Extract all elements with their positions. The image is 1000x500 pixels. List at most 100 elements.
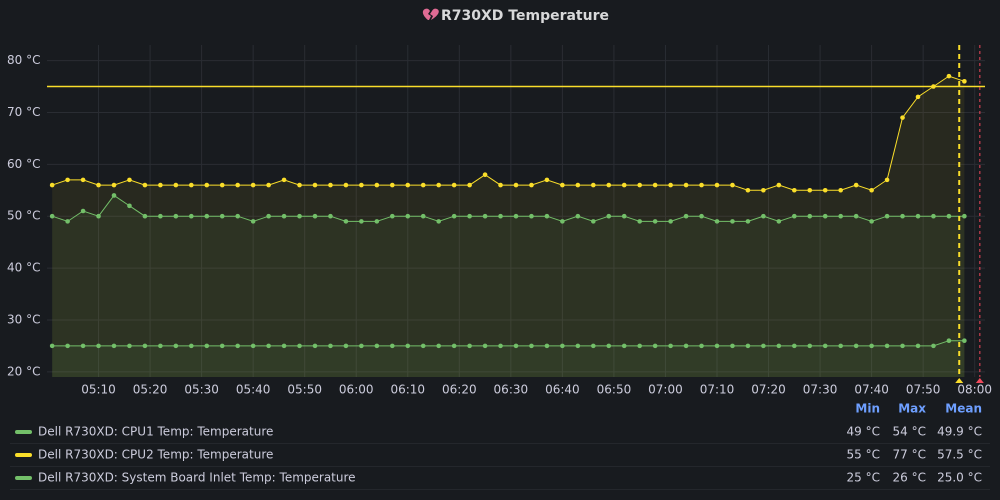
data-point	[467, 182, 472, 188]
data-point	[606, 213, 612, 219]
x-tick-label: 07:30	[803, 383, 838, 397]
data-point	[281, 343, 287, 349]
data-point	[451, 213, 457, 219]
data-point	[482, 172, 488, 177]
data-point	[111, 193, 117, 198]
data-point	[560, 219, 565, 224]
data-point	[173, 213, 179, 219]
data-point	[761, 187, 766, 193]
data-point	[900, 343, 905, 349]
data-point	[683, 182, 689, 188]
x-tick-label: 06:50	[597, 383, 632, 397]
x-tick-label: 06:30	[494, 383, 529, 397]
data-point	[297, 213, 302, 219]
data-point	[761, 343, 766, 349]
data-point	[884, 213, 890, 219]
data-point	[420, 182, 426, 188]
data-point	[699, 182, 704, 188]
data-point	[575, 182, 581, 188]
x-tick-label: 07:00	[648, 383, 683, 397]
data-point	[80, 343, 86, 349]
data-point	[420, 213, 426, 219]
data-point	[900, 115, 905, 120]
data-point	[652, 219, 658, 224]
data-point	[822, 187, 828, 193]
data-point	[158, 213, 163, 219]
data-point	[235, 213, 240, 219]
data-point	[111, 343, 117, 349]
data-point	[714, 343, 720, 349]
data-point	[529, 343, 534, 349]
chart-title: R730XD Temperature	[441, 8, 609, 24]
data-point	[204, 213, 210, 219]
data-point	[652, 343, 658, 349]
data-point	[792, 213, 797, 219]
data-point	[946, 73, 952, 79]
x-tick-label: 05:20	[133, 383, 168, 397]
data-point	[869, 219, 874, 224]
data-point	[49, 343, 55, 349]
data-point	[544, 177, 550, 183]
data-point	[838, 213, 843, 219]
data-point	[374, 219, 380, 224]
data-point	[668, 343, 673, 349]
data-point	[266, 213, 271, 219]
data-point	[699, 213, 704, 219]
data-point	[266, 182, 271, 188]
data-point	[513, 343, 519, 349]
data-point	[822, 213, 828, 219]
data-point	[822, 343, 828, 349]
data-point	[359, 343, 364, 349]
data-point	[467, 213, 472, 219]
data-point	[498, 182, 503, 188]
data-point	[637, 343, 642, 349]
y-tick-label: 40 °C	[7, 261, 40, 275]
data-point	[467, 343, 472, 349]
data-point	[142, 343, 148, 349]
data-point	[127, 203, 132, 209]
legend-name: Dell R730XD: CPU2 Temp: Temperature	[38, 448, 273, 462]
y-tick-label: 70 °C	[7, 105, 40, 119]
y-tick-label: 30 °C	[7, 312, 40, 326]
data-point	[482, 343, 488, 349]
x-tick-label: 05:30	[184, 383, 219, 397]
data-point	[49, 182, 55, 188]
y-tick-label: 20 °C	[7, 364, 40, 378]
data-point	[529, 182, 534, 188]
x-tick-label: 07:20	[751, 383, 786, 397]
data-point	[250, 343, 256, 349]
data-point	[544, 213, 550, 219]
series-line	[52, 340, 965, 347]
data-point	[853, 343, 859, 349]
y-tick-label: 80 °C	[7, 53, 40, 67]
data-point	[869, 187, 874, 193]
data-point	[204, 182, 210, 188]
data-point	[838, 343, 843, 349]
annotation-marker	[955, 378, 964, 383]
data-point	[297, 182, 302, 188]
data-point	[621, 343, 627, 349]
y-tick-label: 50 °C	[7, 209, 40, 223]
title-icon	[422, 8, 439, 20]
data-point	[884, 343, 890, 349]
data-point	[915, 94, 921, 100]
data-point	[96, 182, 101, 188]
data-point	[312, 343, 318, 349]
data-point	[637, 219, 642, 224]
data-point	[390, 182, 395, 188]
data-point	[219, 182, 225, 188]
data-point	[699, 343, 704, 349]
data-point	[776, 343, 782, 349]
legend-stat: 26 °C	[893, 471, 926, 485]
data-point	[235, 182, 240, 188]
data-point	[96, 343, 101, 349]
data-point	[204, 343, 210, 349]
data-point	[807, 213, 813, 219]
series-area	[52, 76, 965, 377]
data-point	[946, 213, 952, 219]
data-point	[173, 343, 179, 349]
data-point	[962, 213, 967, 219]
data-point	[884, 177, 890, 183]
